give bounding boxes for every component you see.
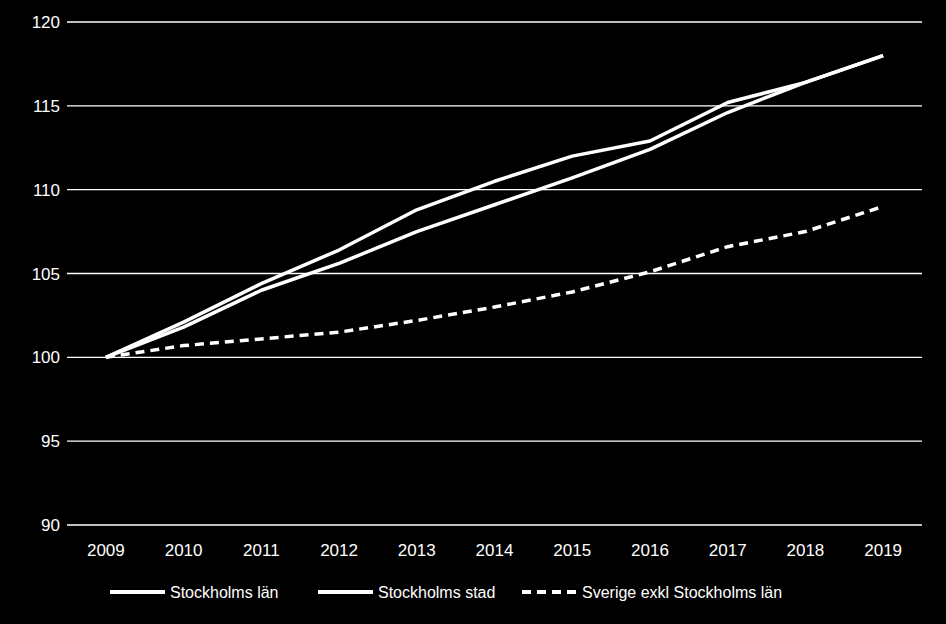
- x-tick-label: 2018: [786, 541, 824, 560]
- y-tick-label: 120: [32, 13, 60, 32]
- x-tick-label: 2013: [398, 541, 436, 560]
- x-tick-label: 2016: [631, 541, 669, 560]
- legend-swatch: [522, 590, 577, 594]
- plot-area: [106, 56, 883, 358]
- x-tick-label: 2009: [87, 541, 125, 560]
- x-tick-label: 2015: [553, 541, 591, 560]
- grid-line: [67, 273, 922, 274]
- grid-line: [67, 357, 922, 358]
- grid-line: [67, 21, 922, 22]
- grid-line: [67, 105, 922, 106]
- series-line: [106, 206, 883, 357]
- grid-line: [67, 441, 922, 442]
- series-line: [106, 56, 883, 358]
- y-tick-label: 105: [32, 265, 60, 284]
- x-tick-label: 2010: [165, 541, 203, 560]
- legend-swatch: [110, 590, 165, 594]
- chart: 90 95 100 105 110 115 120 2009 2010 2011 2012 2013 2…: [0, 0, 946, 624]
- y-tick-label: 95: [41, 432, 60, 451]
- x-tick-label: 2011: [243, 541, 280, 560]
- legend-label: Sverige exkl Stockholms län: [582, 584, 782, 601]
- y-tick-label: 115: [33, 97, 60, 116]
- x-tick-label: 2019: [864, 541, 902, 560]
- x-tick-label: 2014: [476, 541, 514, 560]
- legend-label: Stockholms län: [170, 584, 279, 601]
- y-tick-label: 110: [33, 181, 60, 200]
- y-tick-label: 90: [41, 516, 60, 535]
- legend-swatch: [318, 590, 373, 594]
- legend-label: Stockholms stad: [378, 584, 495, 601]
- x-tick-label: 2017: [709, 541, 747, 560]
- y-tick-label: 100: [32, 348, 60, 367]
- x-tick-label: 2012: [320, 541, 358, 560]
- grid-line: [67, 189, 922, 190]
- grid-line: [67, 524, 922, 525]
- background: [0, 0, 946, 624]
- series-line: [106, 56, 883, 358]
